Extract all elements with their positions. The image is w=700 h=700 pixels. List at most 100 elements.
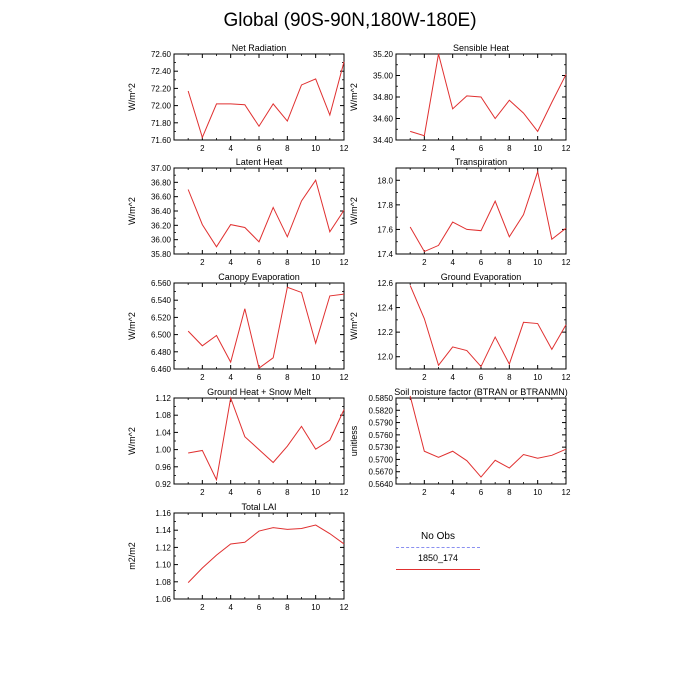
- plot-frame: [173, 397, 345, 485]
- y-tick-label: 0.5700: [369, 455, 394, 464]
- x-tick-label: 8: [507, 258, 512, 267]
- figure-title: Global (90S-90N,180W-180E): [223, 10, 477, 31]
- legend-label-model: 1850_174: [417, 553, 459, 563]
- x-tick-label: 12: [562, 144, 571, 153]
- y-tick-label: 1.00: [155, 446, 171, 455]
- x-tick-label: 10: [311, 144, 320, 153]
- x-tick-label: 2: [422, 488, 427, 497]
- y-tick-label: 72.20: [151, 84, 172, 93]
- y-tick-label: 6.500: [151, 331, 172, 340]
- x-tick-label: 4: [228, 258, 233, 267]
- y-tick-label: 0.92: [155, 480, 171, 489]
- x-tick-label: 8: [285, 373, 290, 382]
- y-axis-label: W/m^2: [127, 197, 137, 225]
- y-tick-label: 1.12: [155, 543, 171, 552]
- y-tick-label: 0.5730: [369, 443, 394, 452]
- series-line: [187, 179, 345, 248]
- chart-panel: Soil moisture factor (BTRAN or BTRANMN) u…: [349, 387, 571, 497]
- x-tick-label: 6: [257, 373, 262, 382]
- y-tick-label: 72.40: [151, 67, 172, 76]
- y-tick-label: 71.80: [151, 119, 172, 128]
- x-tick-label: 12: [340, 373, 349, 382]
- y-tick-label: 35.20: [373, 50, 394, 59]
- y-tick-label: 1.08: [155, 411, 171, 420]
- panel-title: Ground Evaporation: [441, 272, 522, 282]
- y-axis-label: m2/m2: [127, 542, 137, 570]
- x-tick-label: 10: [311, 488, 320, 497]
- series-line: [409, 169, 567, 253]
- x-tick-label: 4: [228, 144, 233, 153]
- x-tick-label: 2: [200, 488, 205, 497]
- y-tick-label: 0.5670: [369, 468, 394, 477]
- y-tick-label: 36.60: [151, 193, 172, 202]
- chart-panel: Ground Heat + Snow Melt W/m^2 2 4 6 8 10 12 0.92…: [127, 387, 349, 497]
- y-axis-label: W/m^2: [127, 83, 137, 111]
- x-tick-label: 12: [340, 144, 349, 153]
- y-tick-label: 0.5850: [369, 394, 394, 403]
- y-tick-label: 17.4: [377, 250, 393, 259]
- panel-title: Soil moisture factor (BTRAN or BTRANMN): [394, 387, 568, 397]
- y-tick-label: 0.5820: [369, 406, 394, 415]
- y-tick-label: 1.10: [155, 561, 171, 570]
- y-tick-label: 0.5640: [369, 480, 394, 489]
- series-line: [410, 53, 567, 137]
- y-axis-label: W/m^2: [349, 312, 359, 340]
- panel-title: Sensible Heat: [453, 43, 510, 53]
- x-tick-label: 4: [228, 488, 233, 497]
- y-tick-label: 34.80: [373, 93, 394, 102]
- y-tick-label: 36.20: [151, 221, 172, 230]
- y-tick-label: 1.16: [155, 509, 171, 518]
- y-tick-label: 18.0: [377, 176, 393, 185]
- x-tick-label: 6: [479, 258, 484, 267]
- x-tick-label: 4: [450, 373, 455, 382]
- y-tick-label: 1.12: [155, 394, 171, 403]
- y-tick-label: 0.96: [155, 463, 171, 472]
- x-tick-label: 10: [311, 373, 320, 382]
- x-tick-label: 10: [533, 144, 542, 153]
- series-line: [409, 285, 567, 368]
- x-tick-label: 12: [562, 258, 571, 267]
- plot-frame: [173, 282, 345, 370]
- y-tick-label: 34.40: [373, 136, 394, 145]
- chart-panel: Latent Heat W/m^2 2 4 6 8 10 12 35.80 36.00 36.20 3…: [127, 157, 349, 267]
- x-tick-label: 4: [450, 144, 455, 153]
- y-tick-label: 12.0: [377, 353, 393, 362]
- x-tick-label: 2: [200, 258, 205, 267]
- y-tick-label: 0.5760: [369, 431, 394, 440]
- y-axis-label: W/m^2: [127, 427, 137, 455]
- x-tick-label: 8: [507, 144, 512, 153]
- plot-frame: [395, 282, 567, 370]
- y-tick-label: 35.00: [373, 72, 394, 81]
- x-tick-label: 10: [533, 373, 542, 382]
- y-tick-label: 37.00: [151, 164, 172, 173]
- plot-frame: [395, 167, 567, 255]
- x-tick-label: 10: [533, 258, 542, 267]
- chart-panel: Sensible Heat W/m^2 2 4 6 8 10 12 34.40 34.60 34.8…: [349, 43, 571, 153]
- x-tick-label: 10: [311, 258, 320, 267]
- legend-line-obs: [396, 547, 480, 548]
- x-tick-label: 10: [533, 488, 542, 497]
- y-axis-label: W/m^2: [349, 197, 359, 225]
- y-tick-label: 72.60: [151, 50, 172, 59]
- chart-panel: Canopy Evaporation W/m^2 2 4 6 8 10 12 6.460 6.48…: [127, 272, 349, 382]
- plot-frame: [173, 512, 345, 600]
- y-tick-label: 34.60: [373, 115, 394, 124]
- y-tick-label: 1.04: [155, 428, 171, 437]
- series-line: [187, 286, 345, 369]
- legend-title: No Obs: [421, 531, 455, 542]
- x-tick-label: 12: [340, 488, 349, 497]
- x-tick-label: 8: [285, 144, 290, 153]
- y-tick-label: 17.6: [377, 225, 393, 234]
- y-tick-label: 1.08: [155, 578, 171, 587]
- chart-panel: Total LAI m2/m2 2 4 6 8 10 12 1.06 1.08 1.10 1.12 1.…: [127, 502, 349, 612]
- x-tick-label: 8: [507, 488, 512, 497]
- chart-panel: Net Radiation W/m^2 2 4 6 8 10 12 71.60 71.80 72.0…: [127, 43, 349, 153]
- y-tick-label: 6.540: [151, 296, 172, 305]
- y-tick-label: 6.560: [151, 279, 172, 288]
- x-tick-label: 6: [257, 603, 262, 612]
- y-tick-label: 36.40: [151, 207, 172, 216]
- x-tick-label: 6: [479, 373, 484, 382]
- panel-title: Net Radiation: [232, 43, 287, 53]
